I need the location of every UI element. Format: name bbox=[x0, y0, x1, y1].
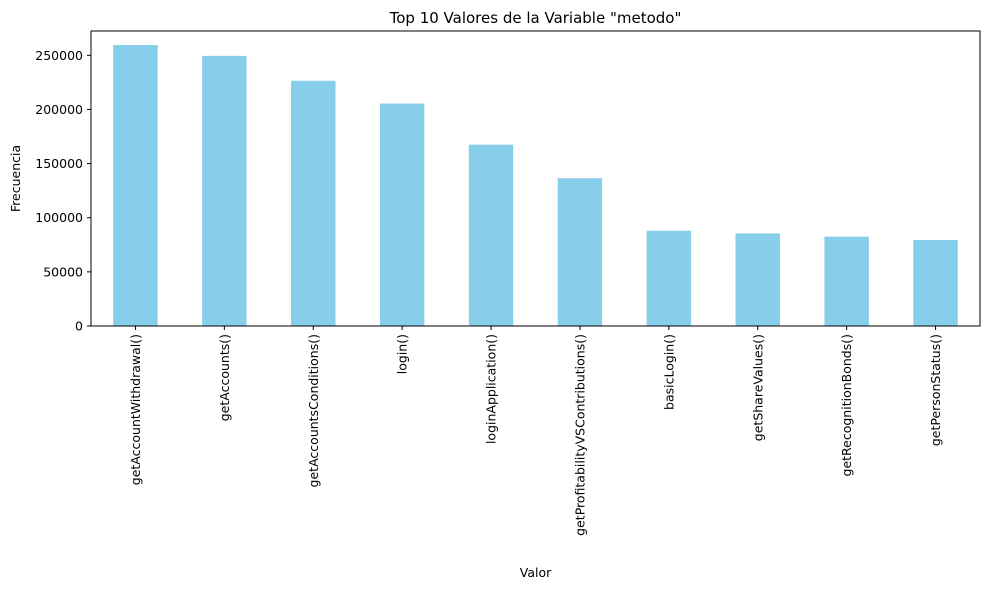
bar-4 bbox=[468, 144, 514, 326]
bar-0 bbox=[113, 45, 158, 327]
x-tick-label-9: getPersonStatus() bbox=[928, 334, 943, 446]
y-tick-label-1: 50000 bbox=[43, 264, 83, 279]
y-tick-label-2: 100000 bbox=[35, 210, 83, 225]
x-tick-label-2: getAccountsConditions() bbox=[306, 334, 321, 487]
y-tick-label-0: 0 bbox=[75, 319, 83, 334]
bar-6 bbox=[646, 230, 692, 326]
bar-7 bbox=[735, 233, 780, 326]
x-tick-label-7: getShareValues() bbox=[750, 334, 765, 441]
y-axis-ticks: 0 50000 100000 150000 200000 250000 bbox=[35, 48, 91, 334]
bar-2 bbox=[291, 80, 336, 326]
x-tick-label-8: getRecognitionBonds() bbox=[839, 334, 854, 476]
bar-5 bbox=[557, 178, 603, 326]
chart-title: Top 10 Valores de la Variable "metodo" bbox=[389, 9, 682, 27]
x-tick-label-1: getAccounts() bbox=[217, 334, 232, 421]
y-tick-label-4: 200000 bbox=[35, 102, 83, 117]
x-tick-label-5: getProfitabilityVSContributions() bbox=[572, 334, 587, 536]
bar-9 bbox=[913, 239, 958, 326]
x-tick-label-3: login() bbox=[395, 334, 410, 374]
bar-8 bbox=[824, 236, 869, 326]
y-tick-label-3: 150000 bbox=[35, 156, 83, 171]
y-tick-label-5: 250000 bbox=[35, 48, 83, 63]
bar-1 bbox=[202, 55, 247, 327]
y-axis-title: Frecuencia bbox=[8, 145, 23, 212]
x-tick-label-4: loginApplication() bbox=[484, 334, 499, 444]
bars-layer bbox=[113, 45, 958, 327]
x-tick-label-6: basicLogin() bbox=[661, 334, 676, 410]
x-axis-ticks: getAccountWithdrawal() getAccounts() getAc… bbox=[128, 326, 943, 536]
bar-3 bbox=[379, 103, 425, 327]
x-tick-label-0: getAccountWithdrawal() bbox=[128, 334, 143, 485]
plot-frame bbox=[90, 30, 981, 327]
x-axis-title: Valor bbox=[520, 565, 552, 580]
